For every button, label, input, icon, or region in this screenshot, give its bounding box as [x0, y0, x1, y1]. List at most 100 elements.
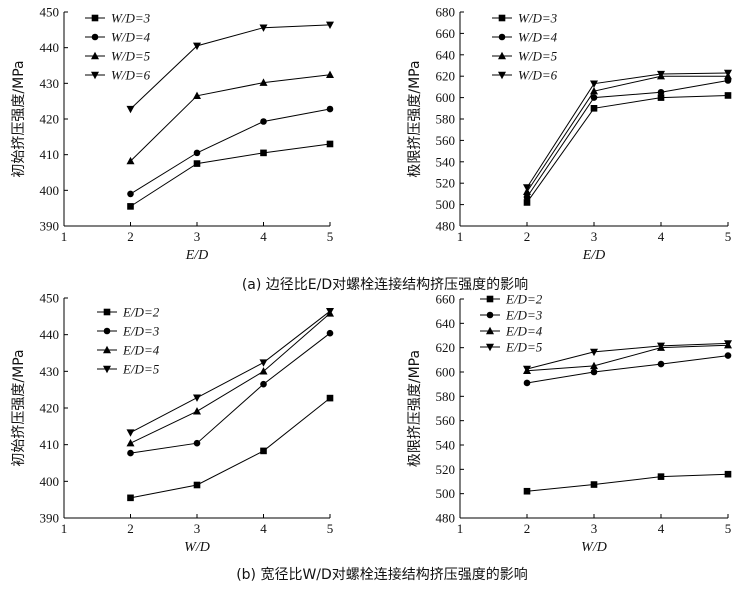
x-tick-label: 1 — [457, 521, 464, 536]
y-tick-label: 540 — [436, 438, 456, 453]
y-tick-label: 680 — [436, 5, 456, 20]
data-point-circle — [193, 439, 201, 447]
data-point-triangle-down — [657, 342, 665, 351]
series-line-1 — [526, 94, 729, 203]
data-point-triangle-up — [259, 367, 268, 375]
x-tick-label: 4 — [260, 229, 267, 244]
data-point-triangle-down — [523, 365, 531, 374]
data-point-triangle-down — [193, 394, 201, 402]
y-tick-label: 390 — [40, 511, 60, 526]
x-tick-label: 5 — [725, 229, 732, 244]
y-tick-label: 660 — [436, 292, 456, 307]
series-line-4 — [526, 342, 729, 370]
data-point-square — [193, 481, 201, 489]
x-tick-label: 4 — [260, 521, 267, 536]
chart-b-right: 480 500 520 540 560 580 600 620 640 660 1 2 3 4 5 W/D 极限… — [407, 292, 732, 555]
y-tick-label: 560 — [436, 413, 456, 428]
y-tick-label: 540 — [436, 154, 456, 169]
x-axis-label: E/D — [582, 248, 606, 263]
x-tick-label: 3 — [194, 521, 201, 536]
series-line-1 — [526, 473, 729, 492]
data-point-triangle-down — [724, 69, 732, 78]
y-tick-label: 580 — [436, 112, 456, 127]
y-tick-label: 410 — [40, 147, 60, 162]
data-point-triangle-down — [259, 24, 268, 32]
x-tick-label: 3 — [194, 229, 201, 244]
legend-marker — [486, 343, 494, 352]
data-point-triangle-down — [590, 348, 598, 357]
data-point-triangle-down — [724, 340, 732, 348]
y-tick-label: 500 — [436, 486, 456, 501]
y-axis-label: 初始挤压强度/MPa — [10, 349, 27, 466]
data-point-circle — [260, 380, 267, 388]
x-tick-label: 2 — [524, 229, 531, 244]
legend-label: E/D=5 — [122, 362, 160, 377]
y-axis-label: 极限挤压强度/MPa — [407, 350, 423, 467]
data-point-triangle-up — [126, 156, 135, 165]
legend-marker — [91, 14, 99, 22]
x-tick-label: 2 — [127, 229, 134, 244]
y-tick-label: 660 — [436, 26, 456, 41]
data-point-circle — [523, 193, 531, 201]
y-tick-label: 420 — [40, 112, 60, 127]
x-tick-label: 2 — [524, 521, 531, 536]
y-tick-label: 600 — [436, 90, 456, 105]
x-tick-label: 5 — [327, 229, 334, 244]
legend-label: W/D=6 — [518, 68, 558, 83]
chart-a-right: 480 500 520 540 560 580 600 620 640 660 680 1 2 3 4 5 E/… — [407, 5, 732, 263]
data-point-square — [326, 140, 334, 148]
y-tick-label: 520 — [436, 176, 456, 191]
data-point-square — [590, 105, 598, 112]
legend-marker — [498, 51, 506, 60]
y-tick-label: 580 — [436, 389, 456, 404]
data-point-triangle-up — [590, 86, 598, 95]
legend-label: E/D=4 — [505, 324, 543, 339]
data-point-square — [523, 199, 531, 206]
chart-a-left: 390 400 410 420 430 440 450 1 2 3 4 5 E/D 初始挤压强度/MPa W… — [10, 5, 334, 263]
series-line-3 — [130, 74, 331, 162]
y-tick-label: 400 — [40, 183, 60, 198]
data-point-circle — [127, 190, 134, 198]
legend-marker — [486, 311, 494, 319]
legend-label: W/D=3 — [518, 11, 558, 26]
data-point-triangle-up — [193, 91, 201, 100]
x-axis-label: E/D — [185, 248, 209, 263]
legend-marker — [91, 71, 99, 80]
data-point-square — [523, 487, 531, 495]
y-tick-label: 640 — [436, 47, 456, 62]
series-line-2 — [130, 332, 331, 454]
series-line-2 — [526, 79, 729, 198]
y-tick-label: 500 — [436, 197, 456, 212]
legend-marker — [486, 326, 494, 335]
y-tick-label: 600 — [436, 365, 456, 380]
data-point-triangle-down — [523, 184, 531, 192]
legend-label: E/D=2 — [122, 305, 160, 320]
data-point-circle — [260, 118, 267, 125]
data-point-triangle-down — [326, 21, 334, 30]
legend-marker — [103, 308, 111, 316]
caption-a: (a) 边径比E/D对螺栓连接结构挤压强度的影响 — [242, 276, 528, 293]
data-point-circle — [326, 329, 334, 337]
x-tick-label: 1 — [61, 521, 68, 536]
data-point-triangle-down — [193, 42, 201, 51]
data-point-circle — [326, 105, 334, 113]
y-tick-label: 620 — [436, 69, 456, 84]
y-tick-label: 410 — [40, 437, 60, 452]
y-tick-label: 480 — [436, 219, 456, 234]
x-tick-label: 4 — [658, 521, 665, 536]
legend-label: E/D=3 — [505, 308, 543, 323]
legend-marker — [103, 327, 111, 335]
x-tick-label: 3 — [591, 229, 598, 244]
series-line-4 — [526, 72, 729, 188]
x-tick-label: 4 — [658, 229, 665, 244]
series-line-1 — [130, 143, 331, 207]
legend-label: W/D=6 — [111, 68, 151, 83]
legend-marker — [91, 33, 99, 41]
data-point-square — [724, 470, 732, 478]
data-point-triangle-up — [326, 70, 334, 78]
x-tick-label: 1 — [61, 229, 68, 244]
data-point-triangle-up — [259, 78, 268, 86]
legend-marker — [103, 365, 111, 374]
legend-marker — [91, 51, 99, 60]
data-point-triangle-down — [326, 308, 334, 316]
